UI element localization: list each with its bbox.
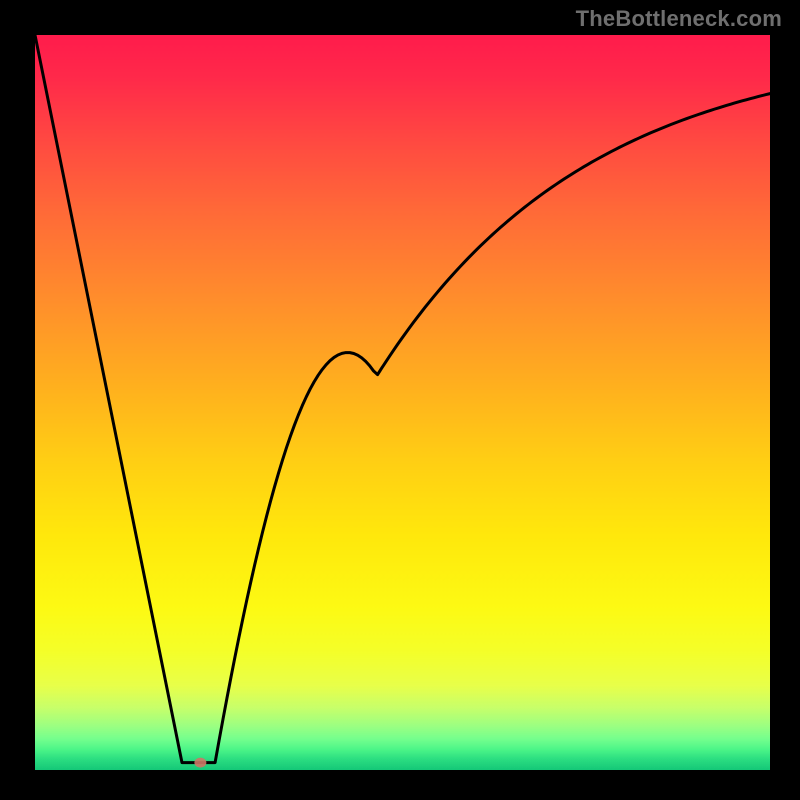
gradient-plot-area [35, 35, 770, 770]
watermark-text: TheBottleneck.com [576, 6, 782, 32]
chart-container: TheBottleneck.com [0, 0, 800, 800]
